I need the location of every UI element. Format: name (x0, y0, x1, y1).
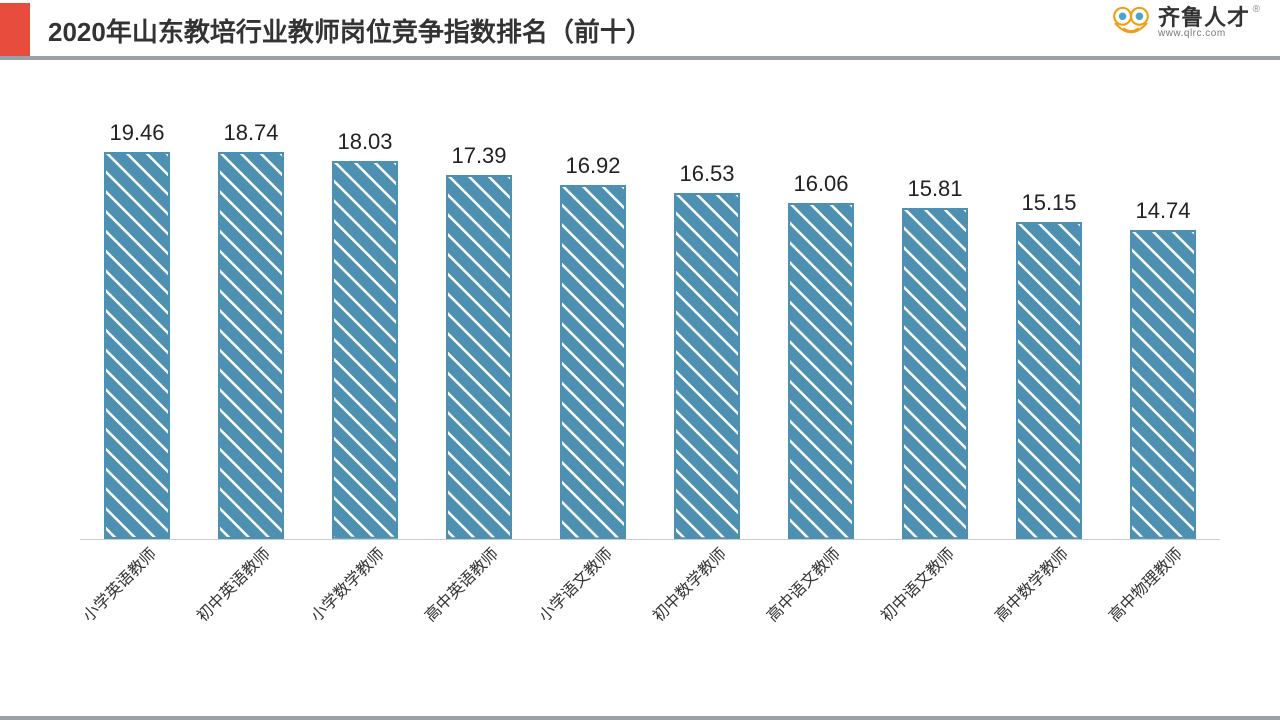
bar (332, 161, 398, 539)
logo-brand-cn: 齐鲁人才 (1158, 7, 1250, 29)
x-axis-label: 高中语文教师 (760, 541, 845, 626)
bar-value-label: 19.46 (109, 120, 164, 146)
bar-value-label: 17.39 (451, 143, 506, 169)
bar (1016, 222, 1082, 539)
header-divider (0, 56, 1280, 60)
x-axis-label: 小学英语教师 (76, 541, 161, 626)
accent-block (0, 3, 30, 57)
x-label-column: 初中英语教师 (194, 540, 308, 660)
x-axis-label: 高中数学教师 (988, 541, 1073, 626)
bar-value-label: 18.74 (223, 120, 278, 146)
bar-value-label: 15.15 (1021, 190, 1076, 216)
logo-registered: ® (1253, 5, 1260, 15)
bar (1130, 230, 1196, 539)
bar-column: 16.92 (536, 120, 650, 539)
bar-value-label: 14.74 (1135, 198, 1190, 224)
bar-value-label: 16.53 (679, 161, 734, 187)
x-axis-label: 高中物理教师 (1102, 541, 1187, 626)
x-axis-label: 高中英语教师 (418, 541, 503, 626)
x-axis-label: 初中英语教师 (190, 541, 275, 626)
bar-chart: 19.46 18.74 18.03 17.39 16.92 16.53 16.06 15.81… (80, 120, 1220, 660)
bar (218, 152, 284, 539)
x-label-column: 小学英语教师 (80, 540, 194, 660)
bar-column: 16.53 (650, 120, 764, 539)
bar-column: 14.74 (1106, 120, 1220, 539)
header: 2020年山东教培行业教师岗位竞争指数排名（前十） 齐鲁人才 www.qlrc.… (0, 0, 1280, 60)
brand-logo: 齐鲁人才 www.qlrc.com ® (1110, 6, 1250, 40)
bar-value-label: 18.03 (337, 129, 392, 155)
bar (560, 185, 626, 539)
bar-column: 15.15 (992, 120, 1106, 539)
logo-brand-en: www.qlrc.com (1158, 29, 1226, 39)
bar-column: 16.06 (764, 120, 878, 539)
bar-column: 18.03 (308, 120, 422, 539)
footer-divider (0, 716, 1280, 720)
x-label-column: 高中数学教师 (992, 540, 1106, 660)
bar-column: 18.74 (194, 120, 308, 539)
bars-container: 19.46 18.74 18.03 17.39 16.92 16.53 16.06 15.81… (80, 120, 1220, 540)
x-axis-label: 初中语文教师 (874, 541, 959, 626)
x-label-column: 高中物理教师 (1106, 540, 1220, 660)
x-axis-label: 初中数学教师 (646, 541, 731, 626)
bar (674, 193, 740, 539)
x-axis-label: 小学语文教师 (532, 541, 617, 626)
bar-value-label: 16.06 (793, 171, 848, 197)
bar (788, 203, 854, 539)
bar (446, 175, 512, 539)
bar-value-label: 15.81 (907, 176, 962, 202)
x-axis-label: 小学数学教师 (304, 541, 389, 626)
x-label-column: 初中数学教师 (650, 540, 764, 660)
x-label-column: 初中语文教师 (878, 540, 992, 660)
bar-column: 15.81 (878, 120, 992, 539)
x-label-column: 高中英语教师 (422, 540, 536, 660)
x-label-column: 高中语文教师 (764, 540, 878, 660)
x-axis-labels: 小学英语教师初中英语教师小学数学教师高中英语教师小学语文教师初中数学教师高中语文… (80, 540, 1220, 660)
x-label-column: 小学语文教师 (536, 540, 650, 660)
x-label-column: 小学数学教师 (308, 540, 422, 660)
bar (104, 152, 170, 539)
bar-value-label: 16.92 (565, 153, 620, 179)
frog-icon (1110, 6, 1152, 40)
page-title: 2020年山东教培行业教师岗位竞争指数排名（前十） (48, 12, 652, 49)
bar-column: 19.46 (80, 120, 194, 539)
logo-text: 齐鲁人才 www.qlrc.com ® (1158, 7, 1250, 39)
bar (902, 208, 968, 539)
bar-column: 17.39 (422, 120, 536, 539)
